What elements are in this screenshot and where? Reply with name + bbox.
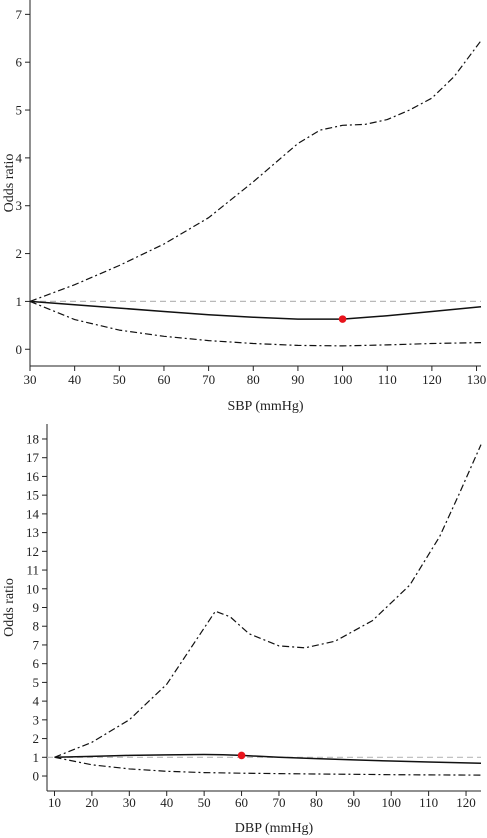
x-tick-label: 40 [68, 372, 81, 387]
reference-point [237, 751, 246, 760]
x-tick-label: 10 [48, 795, 61, 810]
series-ci-line [29, 300, 482, 347]
series-ci-line [54, 444, 482, 758]
x-tick-label: 60 [235, 795, 248, 810]
x-tick-label: 30 [24, 372, 37, 387]
x-tick-label: 100 [381, 795, 401, 810]
x-axis-label: SBP (mmHg) [227, 399, 303, 414]
y-tick-label: 0 [16, 342, 23, 357]
x-tick-label: 90 [291, 372, 304, 387]
y-tick-label: 6 [33, 656, 40, 671]
y-tick-label: 15 [26, 488, 39, 503]
y-axis-label: Odds ratio [2, 154, 17, 213]
x-tick-label: 120 [422, 372, 442, 387]
series-estimate-line [29, 300, 482, 320]
x-tick-label: 110 [419, 795, 438, 810]
y-tick-label: 16 [26, 469, 40, 484]
x-tick-label: 80 [247, 372, 260, 387]
x-tick-label: 20 [85, 795, 98, 810]
x-tick-label: 30 [123, 795, 136, 810]
x-tick-label: 40 [160, 795, 173, 810]
x-tick-label: 50 [198, 795, 211, 810]
y-tick-label: 18 [26, 431, 39, 446]
y-tick-label: 3 [16, 198, 23, 213]
x-tick-label: 120 [456, 795, 476, 810]
x-tick-label: 130 [467, 372, 487, 387]
y-tick-label: 2 [33, 731, 40, 746]
x-axis-label: DBP (mmHg) [235, 821, 314, 836]
y-tick-label: 7 [16, 7, 23, 22]
x-tick-label: 60 [157, 372, 170, 387]
chart-1: 0 1 2 3 4 5 6 7 30 40 50 60 70 80 90 100 110 120 130 SBP (m… [2, 0, 486, 414]
series-estimate-line [54, 753, 482, 765]
x-tick-label: 100 [333, 372, 353, 387]
y-tick-label: 4 [16, 150, 23, 165]
y-tick-label: 7 [33, 637, 40, 652]
y-tick-label: 11 [26, 563, 39, 578]
reference-point [338, 315, 347, 323]
y-tick-label: 2 [16, 246, 23, 261]
y-tick-label: 4 [33, 694, 40, 709]
y-axis-label: Odds ratio [2, 578, 17, 637]
y-tick-label: 13 [26, 525, 39, 540]
y-tick-label: 9 [33, 600, 40, 615]
y-tick-label: 0 [33, 769, 40, 784]
series-ci-line [29, 40, 482, 302]
y-tick-label: 3 [33, 712, 40, 727]
y-tick-label: 1 [33, 750, 40, 765]
y-tick-label: 8 [33, 619, 40, 634]
x-tick-label: 90 [347, 795, 360, 810]
x-tick-label: 70 [202, 372, 215, 387]
x-tick-label: 110 [378, 372, 397, 387]
y-tick-label: 14 [26, 506, 40, 521]
y-tick-label: 1 [16, 294, 23, 309]
y-tick-label: 12 [26, 544, 39, 559]
series-ci-line [54, 756, 482, 776]
y-tick-label: 5 [33, 675, 40, 690]
y-tick-label: 17 [26, 450, 40, 465]
x-tick-label: 50 [113, 372, 126, 387]
x-tick-label: 70 [272, 795, 285, 810]
y-tick-label: 6 [16, 55, 23, 70]
y-tick-label: 10 [26, 581, 39, 596]
y-tick-label: 5 [16, 103, 23, 118]
x-tick-label: 80 [310, 795, 323, 810]
